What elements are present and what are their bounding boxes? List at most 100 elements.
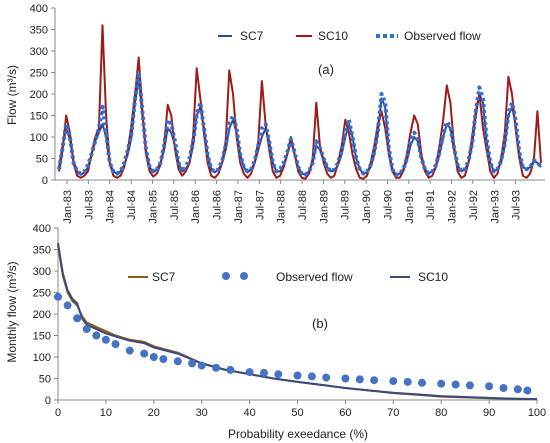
panel-a-xtick-label: Jan-88: [276, 190, 288, 224]
panel-b-point-observed-flow: [274, 370, 283, 379]
panel-b-point-observed-flow: [111, 340, 120, 349]
panel-b-xtick-label: 60: [339, 407, 351, 419]
panel-b-point-observed-flow: [499, 384, 508, 392]
panel-a-ytick-label: 150: [30, 111, 48, 123]
panel-b-point-observed-flow: [451, 380, 460, 389]
panel-b-point-observed-flow: [513, 385, 522, 394]
panel-b-point-observed-flow: [63, 301, 72, 310]
panel-a-xtick-label: Jan-84: [105, 190, 117, 224]
panel-a-ytick-label: 250: [30, 68, 48, 80]
panel-b-label: (b): [312, 316, 328, 331]
panel-b-point-observed-flow: [245, 368, 254, 377]
panel-a-ytick-label: 50: [36, 154, 48, 166]
panel-b-point-observed-flow: [389, 377, 398, 386]
panel-a-xtick-label: Jan-89: [318, 190, 330, 224]
panel-b-xlabel: Probability exeedance (%): [228, 427, 368, 441]
panel-a-xtick-label: Jan-87: [233, 190, 245, 224]
panel-a-xtick-label: Jan-91: [404, 190, 416, 224]
panel-a-label: (a): [318, 62, 334, 77]
panel-b-ytick-label: 50: [39, 374, 51, 386]
panel-b-point-observed-flow: [101, 335, 110, 344]
panel-b-ytick-label: 0: [45, 395, 51, 407]
panel-a-ytick-label: 100: [30, 132, 48, 144]
panel-b-point-observed-flow: [149, 353, 158, 361]
panel-a-xtick-label: Jul-91: [425, 190, 437, 220]
panel-b-point-observed-flow: [355, 375, 364, 384]
panel-a-xtick-label: Jul-93: [511, 190, 523, 220]
panel-a-xtick-label: Jan-86: [190, 190, 202, 224]
panel-b-xtick-label: 50: [291, 407, 303, 419]
panel-b-ytick-label: 100: [33, 352, 51, 364]
panel-a-series-sc10: [58, 24, 542, 180]
panel-b-point-observed-flow: [226, 365, 235, 374]
panel-a-xtick-label: Jan-83: [62, 190, 74, 224]
panel-b-point-observed-flow: [523, 386, 532, 395]
panel-b-point-observed-flow: [140, 349, 149, 358]
panel-a-ylabel: Flow (m³/s): [5, 65, 19, 125]
panel-a-xtick-label: Jul-86: [212, 190, 224, 220]
panel-b-xtick-label: 30: [196, 407, 208, 419]
panel-a-ytick-label: 300: [30, 46, 48, 58]
panel-a-ytick-label: 200: [30, 89, 48, 101]
panel-a-ytick-label: 400: [30, 3, 48, 15]
panel-b-point-observed-flow: [125, 346, 134, 355]
panel-b-ylabel: Monthly flow (m³/s): [5, 261, 19, 362]
panel-b-ytick-label: 200: [33, 309, 51, 321]
panel-a-xtick-label: Jan-93: [489, 190, 501, 224]
panel-b-point-observed-flow: [293, 371, 302, 380]
panel-a-legend: SC7 SC10 Observed flow: [218, 29, 481, 43]
legend-sc7-label: SC7: [240, 29, 264, 43]
panel-b-ytick-label: 350: [33, 245, 51, 257]
panel-a-series-observed-flow: [57, 70, 543, 177]
panel-a-xtick-label: Jul-84: [126, 190, 138, 220]
legend-b-sc10-label: SC10: [418, 270, 448, 284]
panel-b-point-observed-flow: [173, 357, 182, 366]
panel-b-legend: SC7 Observed flow SC10: [128, 270, 448, 284]
panel-b-ytick-label: 400: [33, 223, 51, 235]
panel-b-xtick-label: 100: [528, 407, 546, 419]
panel-a-xtick-label: Jan-90: [361, 190, 373, 224]
panel-b-point-observed-flow: [437, 379, 446, 388]
panel-b-point-observed-flow: [54, 292, 62, 301]
panel-b-point-observed-flow: [159, 355, 168, 364]
panel-b-xtick-label: 70: [387, 407, 399, 419]
panel-b-point-observed-flow: [73, 314, 82, 323]
panel-b-point-observed-flow: [341, 374, 350, 383]
legend-b-observed-label: Observed flow: [276, 270, 353, 284]
panel-b-point-observed-flow: [322, 373, 331, 382]
panel-a-xtick-label: Jul-89: [340, 190, 352, 220]
legend-observed-label: Observed flow: [404, 29, 481, 43]
panel-b-xtick-label: 80: [435, 407, 447, 419]
panel-b-point-observed-flow: [485, 382, 494, 391]
panel-a-xtick-label: Jul-87: [254, 190, 266, 220]
panel-a-ytick-label: 350: [30, 25, 48, 37]
panel-a-xtick-label: Jan-85: [147, 190, 159, 224]
panel-b-point-observed-flow: [82, 325, 91, 334]
panel-b-xtick-label: 40: [243, 407, 255, 419]
panel-a-xtick-label: Jul-88: [297, 190, 309, 220]
panel-a-xtick-label: Jul-90: [382, 190, 394, 220]
legend-b-sc7-label: SC7: [152, 270, 176, 284]
panel-b-point-observed-flow: [307, 372, 316, 381]
panel-b-xtick-label: 10: [100, 407, 112, 419]
panel-b-xtick-label: 90: [483, 407, 495, 419]
panel-a-ytick-label: 0: [42, 175, 48, 187]
panel-b-ytick-label: 150: [33, 331, 51, 343]
panel-b-point-observed-flow: [92, 331, 101, 340]
panel-b-point-observed-flow: [418, 378, 426, 387]
panel-b-point-observed-flow: [403, 377, 412, 386]
panel-b-point-observed-flow: [370, 376, 379, 385]
panel-b: Monthly flow (m³/s) Probability exeedanc…: [5, 223, 546, 441]
panel-b-point-observed-flow: [188, 359, 197, 368]
panel-b-ytick-label: 300: [33, 266, 51, 278]
panel-b-point-observed-flow: [197, 361, 206, 370]
legend-b-observed-marker: [222, 272, 230, 280]
legend-b-observed-marker-2: [240, 272, 248, 280]
panel-b-ytick-label: 250: [33, 288, 51, 300]
panel-a-xtick-label: Jan-92: [447, 190, 459, 224]
panel-a-xtick-label: Jul-83: [83, 190, 95, 220]
panel-a-xtick-label: Jul-92: [468, 190, 480, 220]
panel-a-xtick-label: Jul-85: [169, 190, 181, 220]
